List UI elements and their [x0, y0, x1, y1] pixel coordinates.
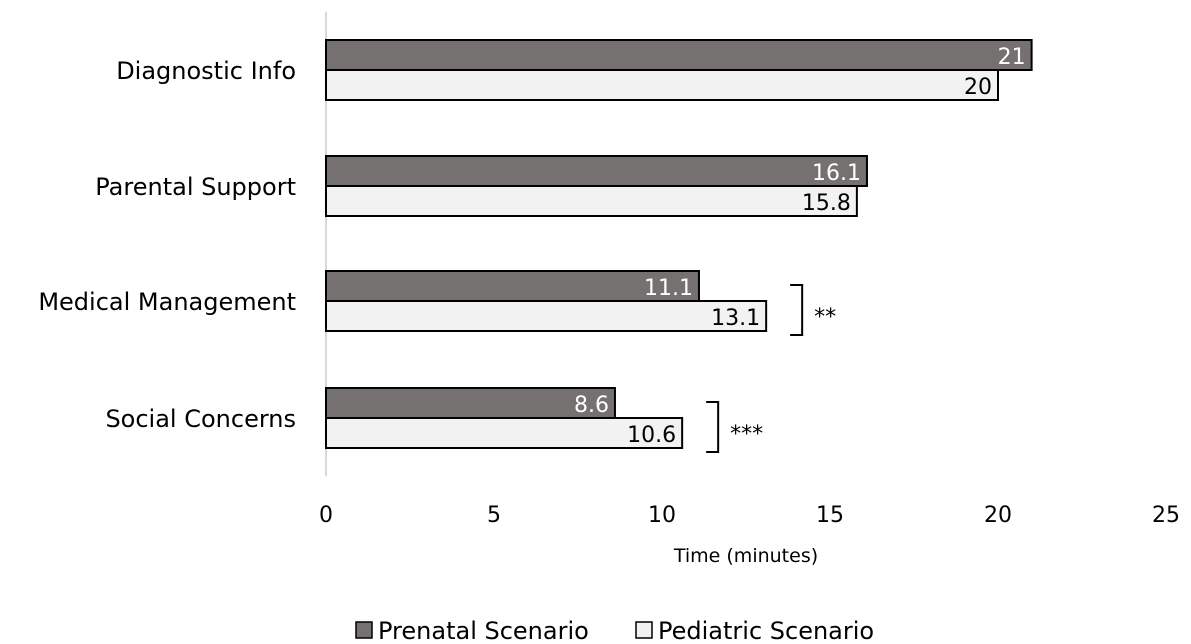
x-tick-labels: 0 5 10 15 20 25 — [319, 503, 1180, 528]
bar-prenatal — [325, 387, 616, 419]
x-tick-label: 10 — [648, 503, 676, 528]
significance-label: *** — [730, 422, 763, 447]
legend-swatch-pediatric — [635, 621, 653, 639]
legend-label: Prenatal Scenario — [378, 617, 589, 644]
category-label: Diagnostic Info — [116, 57, 296, 85]
bar-value-label: 13.1 — [711, 306, 760, 331]
bar-prenatal — [325, 39, 1033, 71]
bar-pediatric — [325, 417, 684, 449]
x-tick-label: 15 — [816, 503, 844, 528]
bar-value-label: 8.6 — [574, 393, 609, 418]
legend-swatch-prenatal — [355, 621, 373, 639]
bar-value-label: 21 — [998, 45, 1026, 70]
category-label: Medical Management — [38, 288, 296, 316]
significance-bracket — [706, 401, 720, 453]
category-labels: Diagnostic Info Parental Support Medical M… — [38, 57, 296, 433]
bar-pediatric — [325, 69, 999, 101]
x-tick-label: 0 — [319, 503, 333, 528]
category-label: Parental Support — [95, 173, 296, 201]
bar-pediatric — [325, 185, 858, 217]
significance-markers: ***** — [706, 284, 836, 453]
bar-data-labels: 21 16.1 11.1 8.6 20 15.8 13.1 10.6 — [574, 45, 1026, 448]
bar-value-label: 10.6 — [627, 423, 676, 448]
bar-prenatal — [325, 155, 868, 187]
x-tick-label: 20 — [984, 503, 1012, 528]
x-tick-label: 25 — [1152, 503, 1180, 528]
legend: Prenatal Scenario Pediatric Scenario — [355, 617, 874, 644]
significance-label: ** — [814, 305, 836, 330]
bar-value-label: 16.1 — [812, 161, 861, 186]
bar-value-label: 20 — [964, 75, 992, 100]
legend-label: Pediatric Scenario — [658, 617, 874, 644]
bars — [325, 39, 1033, 449]
x-axis-title: Time (minutes) — [673, 545, 818, 567]
category-label: Social Concerns — [105, 405, 296, 433]
bar-value-label: 11.1 — [644, 276, 693, 301]
significance-bracket — [790, 284, 804, 336]
x-tick-label: 5 — [487, 503, 501, 528]
bar-value-label: 15.8 — [802, 191, 851, 216]
bar-pediatric — [325, 300, 768, 332]
